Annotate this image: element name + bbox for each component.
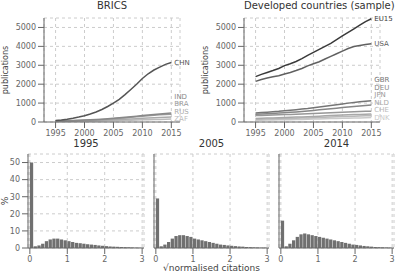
svg-text:2010: 2010: [332, 129, 352, 138]
svg-text:EU15: EU15: [374, 15, 392, 23]
svg-text:30: 30: [10, 193, 20, 202]
svg-text:CHE: CHE: [374, 106, 389, 114]
html-text:1995: 1995: [73, 138, 99, 149]
html-text:2014: 2014: [323, 138, 350, 149]
svg-text:10: 10: [10, 227, 20, 236]
svg-text:40: 40: [10, 175, 20, 184]
svg-text:2000: 2000: [74, 129, 94, 138]
svg-text:1: 1: [65, 255, 70, 262]
svg-text:3: 3: [390, 255, 392, 262]
svg-text:GBR: GBR: [374, 76, 389, 84]
svg-text:0: 0: [231, 118, 236, 127]
svg-text:CHN: CHN: [174, 59, 189, 67]
svg-text:2: 2: [102, 255, 107, 262]
svg-text:0: 0: [153, 255, 158, 262]
svg-text:2015: 2015: [361, 129, 381, 138]
svg-text:RUS: RUS: [174, 108, 189, 116]
html-text:Developed countries (sample): Developed countries (sample): [244, 0, 395, 11]
svg-text:0: 0: [278, 255, 283, 262]
html-text:BRICS: BRICS: [97, 0, 127, 11]
svg-text:publications: publications: [8, 46, 10, 94]
svg-text:2005: 2005: [303, 129, 323, 138]
svg-text:4000: 4000: [216, 42, 236, 51]
html-text:2005: 2005: [198, 138, 225, 149]
svg-text:BRA: BRA: [174, 100, 188, 108]
svg-text:0: 0: [15, 244, 20, 253]
svg-text:3: 3: [265, 255, 270, 262]
svg-text:JPN: JPN: [373, 91, 386, 99]
svg-text:DNK: DNK: [374, 114, 390, 122]
svg-text:1: 1: [315, 255, 320, 262]
svg-text:NLD: NLD: [374, 99, 389, 107]
svg-text:50: 50: [10, 158, 20, 167]
svg-text:DEU: DEU: [374, 84, 389, 92]
svg-text:1000: 1000: [16, 99, 36, 108]
svg-text:0: 0: [27, 255, 32, 262]
svg-text:0: 0: [31, 118, 36, 127]
svg-text:3000: 3000: [16, 61, 36, 70]
svg-text:2005: 2005: [103, 129, 123, 138]
svg-text:1995: 1995: [45, 129, 65, 138]
svg-text:2015: 2015: [161, 129, 181, 138]
svg-text:2000: 2000: [274, 129, 294, 138]
svg-text:20: 20: [10, 210, 20, 219]
svg-text:2010: 2010: [132, 129, 152, 138]
svg-text:2: 2: [228, 255, 233, 262]
svg-text:5000: 5000: [216, 23, 236, 32]
svg-text:3000: 3000: [216, 61, 236, 70]
svg-text:ZAF: ZAF: [174, 115, 188, 123]
svg-text:4000: 4000: [16, 42, 36, 51]
svg-text:1: 1: [190, 255, 195, 262]
html-text:√normalised citations: √normalised citations: [163, 263, 260, 273]
svg-text:2000: 2000: [16, 80, 36, 89]
svg-text:publications: publications: [201, 46, 210, 94]
svg-text:2: 2: [353, 255, 358, 262]
svg-text:USA: USA: [374, 40, 389, 48]
svg-text:1000: 1000: [216, 99, 236, 108]
svg-text:1995: 1995: [245, 129, 265, 138]
svg-text:2000: 2000: [216, 80, 236, 89]
svg-text:5000: 5000: [16, 23, 36, 32]
svg-text:%: %: [8, 196, 10, 205]
svg-text:3: 3: [140, 255, 145, 262]
svg-text:IND: IND: [174, 93, 187, 101]
